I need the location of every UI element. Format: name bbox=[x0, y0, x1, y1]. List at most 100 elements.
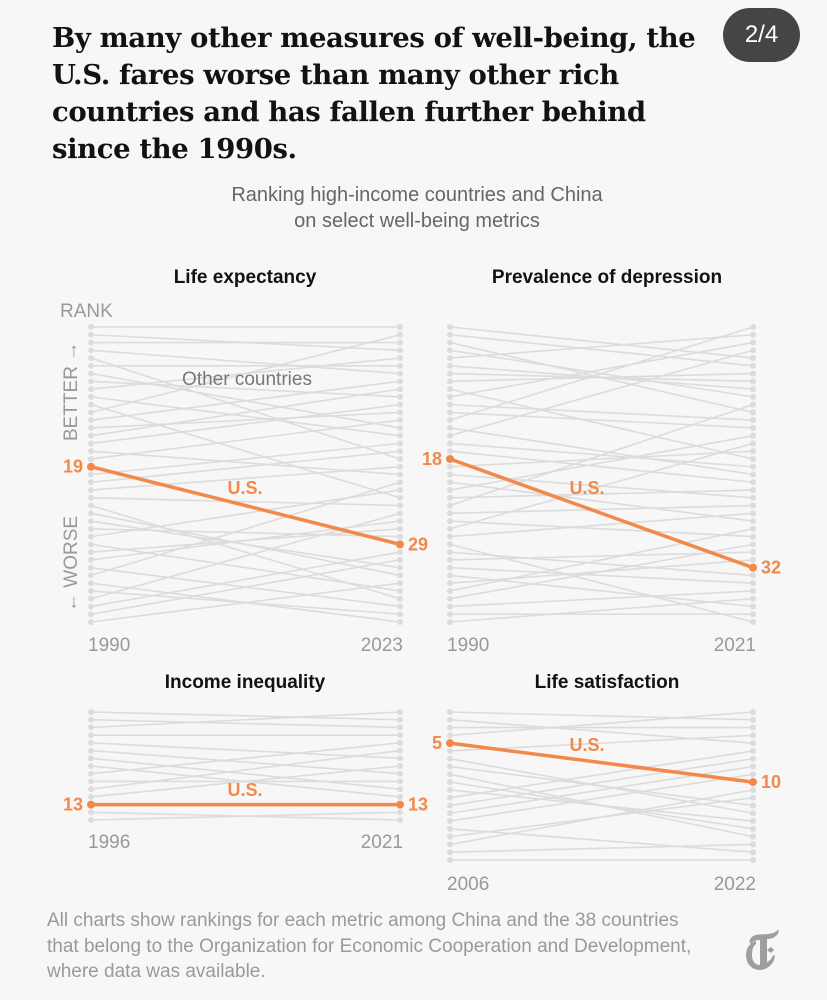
rank-dot-start bbox=[447, 401, 453, 408]
other-country-line bbox=[449, 789, 754, 846]
other-country-line bbox=[90, 481, 401, 577]
slide-counter-badge[interactable]: 2/4 bbox=[723, 8, 800, 62]
rank-dot-start bbox=[88, 770, 94, 777]
rank-dot-start bbox=[88, 619, 94, 625]
rank-dot-start bbox=[447, 794, 453, 801]
us-dot-start bbox=[446, 454, 454, 463]
other-country-line bbox=[449, 543, 754, 623]
rank-dot-end bbox=[397, 510, 403, 517]
rank-dot-start bbox=[88, 587, 94, 594]
rank-dot-end bbox=[750, 857, 756, 863]
rank-dot-start bbox=[88, 709, 94, 715]
rank-dot-end bbox=[397, 463, 403, 470]
rank-dot-end bbox=[750, 810, 756, 817]
rank-dot-start bbox=[447, 471, 453, 478]
rank-dot-start bbox=[447, 518, 453, 525]
other-country-line bbox=[90, 757, 401, 790]
other-country-line bbox=[449, 711, 754, 721]
other-country-line bbox=[449, 789, 754, 822]
rank-dot-end bbox=[750, 417, 756, 424]
rank-dot-start bbox=[88, 339, 94, 346]
other-country-line bbox=[90, 528, 401, 538]
rank-dot-start bbox=[88, 401, 94, 408]
other-country-line bbox=[90, 380, 401, 421]
x-tick-label-end: 2021 bbox=[361, 832, 403, 853]
rank-dot-start bbox=[88, 556, 94, 563]
rank-dot-end bbox=[750, 525, 756, 532]
rank-dot-end bbox=[750, 709, 756, 715]
rank-dot-start bbox=[88, 786, 94, 793]
rank-dot-start bbox=[447, 533, 453, 540]
other-country-line bbox=[449, 403, 754, 421]
us-value-end: 13 bbox=[408, 795, 428, 815]
rank-dot-start bbox=[88, 809, 94, 816]
rank-dot-end bbox=[750, 386, 756, 393]
other-country-line bbox=[90, 582, 401, 623]
x-tick-label-end: 2023 bbox=[361, 635, 403, 656]
rank-dot-start bbox=[447, 572, 453, 579]
rank-dot-end bbox=[397, 424, 403, 431]
other-country-line bbox=[90, 450, 401, 484]
rank-dot-end bbox=[397, 401, 403, 408]
rank-dot-end bbox=[397, 409, 403, 416]
other-country-line bbox=[449, 765, 754, 807]
rank-dot-start bbox=[88, 378, 94, 385]
other-country-line bbox=[449, 326, 754, 421]
us-dot-start bbox=[446, 739, 454, 748]
rank-dot-end bbox=[397, 479, 403, 486]
rank-dot-end bbox=[750, 331, 756, 338]
other-country-line bbox=[90, 749, 401, 790]
rank-dot-end bbox=[397, 487, 403, 494]
rank-dot-start bbox=[88, 409, 94, 416]
other-country-line bbox=[449, 372, 754, 383]
rank-dot-start bbox=[88, 716, 94, 723]
other-country-line bbox=[90, 396, 401, 437]
other-country-line bbox=[449, 528, 754, 592]
other-country-line bbox=[449, 388, 754, 460]
rank-dot-start bbox=[447, 502, 453, 509]
rank-dot-start bbox=[88, 533, 94, 540]
us-dot-start bbox=[87, 800, 95, 809]
rank-dot-end bbox=[750, 794, 756, 801]
footnote: All charts show rankings for each metric… bbox=[47, 910, 692, 982]
rank-dot-start bbox=[447, 802, 453, 809]
rank-dot-end bbox=[397, 440, 403, 447]
other-country-line bbox=[449, 520, 754, 538]
rank-dot-start bbox=[447, 355, 453, 362]
rank-dot-end bbox=[750, 362, 756, 369]
rank-dot-start bbox=[88, 724, 94, 731]
other-country-line bbox=[90, 765, 401, 798]
other-country-line bbox=[90, 349, 401, 375]
rank-dot-start bbox=[447, 595, 453, 602]
rank-dot-start bbox=[88, 324, 94, 330]
rank-dot-start bbox=[447, 370, 453, 377]
rank-dot-start bbox=[447, 393, 453, 400]
rank-dot-start bbox=[447, 771, 453, 778]
x-tick-label-start: 1990 bbox=[447, 635, 489, 656]
rank-dot-start bbox=[447, 347, 453, 354]
rank-dot-start bbox=[88, 494, 94, 501]
rank-dot-end bbox=[750, 549, 756, 556]
us-value-start: 5 bbox=[432, 733, 442, 753]
rank-dot-start bbox=[447, 619, 453, 625]
subtitle-line-2: on select well-being metrics bbox=[294, 210, 540, 232]
other-country-line bbox=[90, 419, 401, 460]
other-country-line bbox=[90, 403, 401, 499]
rank-dot-start bbox=[447, 716, 453, 723]
rank-dot-start bbox=[88, 471, 94, 478]
other-country-line bbox=[449, 590, 754, 608]
rank-dot-end bbox=[750, 440, 756, 447]
rank-dot-end bbox=[750, 409, 756, 416]
rank-dot-end bbox=[397, 525, 403, 532]
other-country-line bbox=[90, 543, 401, 592]
panel-title: Prevalence of depression bbox=[492, 267, 722, 288]
rank-dot-end bbox=[750, 802, 756, 809]
us-line bbox=[90, 465, 401, 547]
rank-dot-end bbox=[397, 556, 403, 563]
other-country-line bbox=[449, 341, 754, 398]
rank-dot-start bbox=[88, 755, 94, 762]
other-country-line bbox=[90, 357, 401, 460]
rank-dot-end bbox=[750, 747, 756, 754]
rank-dot-start bbox=[88, 747, 94, 754]
